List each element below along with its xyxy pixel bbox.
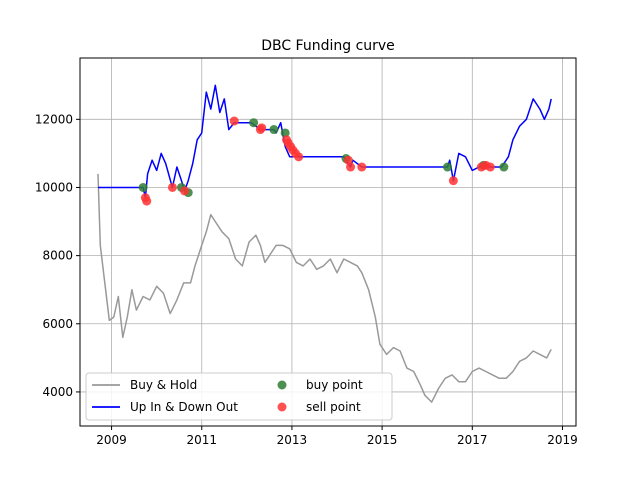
sell-point-marker	[229, 116, 239, 126]
legend: Buy & Hold Up In & Down Out buy point sell …	[85, 372, 393, 421]
grid	[80, 58, 576, 426]
sell-point-marker	[167, 182, 177, 192]
points-layer	[138, 116, 509, 206]
sell-point-marker	[257, 123, 267, 133]
sell-point-marker	[485, 162, 495, 172]
sell-point-marker	[343, 155, 353, 165]
strategy-line	[98, 84, 552, 199]
legend-box	[85, 372, 393, 421]
y-tick-label: 12000	[35, 112, 73, 126]
y-tick-label: 4000	[42, 385, 73, 399]
axis-ticks: 2009 2011 2013 2015 2017 2019 4000 6000 8000 1000…	[35, 112, 578, 447]
y-tick-label: 10000	[35, 180, 73, 194]
series-layer	[97, 84, 552, 403]
y-tick-label: 6000	[42, 317, 73, 331]
x-tick-label: 2015	[367, 433, 398, 447]
buy-point-marker	[138, 182, 148, 192]
legend-label: Up In & Down Out	[130, 400, 238, 414]
buy-hold-line	[97, 173, 552, 403]
buy-point-marker	[269, 125, 279, 135]
legend-label: Buy & Hold	[130, 378, 197, 392]
legend-marker-swatch	[277, 380, 287, 390]
x-tick-label: 2009	[96, 433, 127, 447]
sell-point-marker	[294, 152, 304, 162]
buy-point-marker	[249, 118, 259, 128]
legend-marker-swatch	[277, 402, 287, 412]
sell-point-marker	[448, 176, 458, 186]
buy-point-marker	[280, 128, 290, 138]
x-tick-label: 2013	[277, 433, 308, 447]
x-tick-label: 2011	[186, 433, 217, 447]
sell-point-marker	[357, 162, 367, 172]
chart-title: DBC Funding curve	[261, 38, 395, 54]
x-tick-label: 2019	[547, 433, 578, 447]
sell-point-marker	[180, 186, 190, 196]
sell-point-marker	[142, 196, 152, 206]
sell-point-marker	[346, 162, 356, 172]
y-tick-label: 8000	[42, 249, 73, 263]
buy-point-marker	[442, 162, 452, 172]
x-tick-label: 2017	[457, 433, 488, 447]
legend-label: sell point	[306, 400, 361, 414]
legend-label: buy point	[306, 378, 363, 392]
buy-point-marker	[499, 162, 509, 172]
plot-frame	[79, 57, 577, 427]
